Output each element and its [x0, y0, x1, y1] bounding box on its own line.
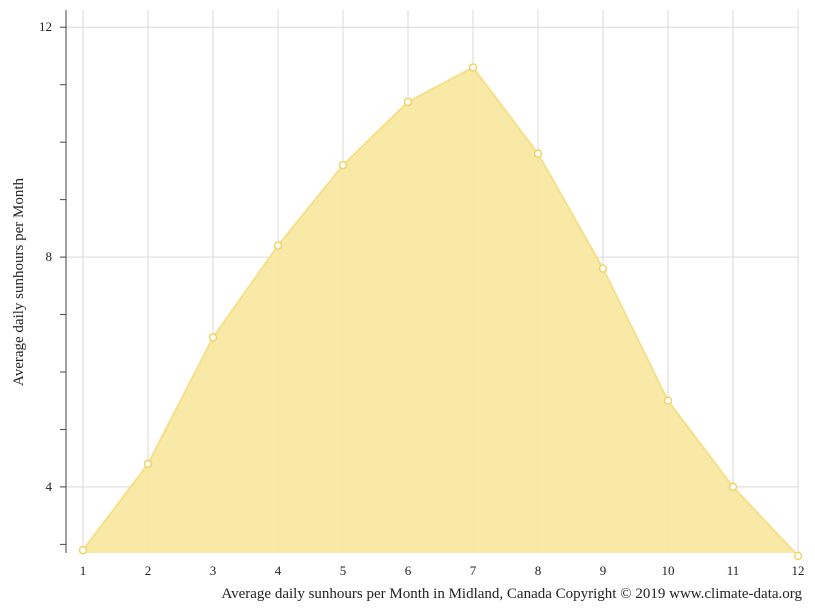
- y-tick-label: 4: [46, 479, 53, 494]
- sunhours-area: [83, 67, 798, 556]
- x-tick-label: 12: [792, 563, 805, 578]
- data-point: [533, 149, 543, 158]
- x-tick-label: 3: [210, 563, 217, 578]
- data-point: [598, 264, 608, 273]
- sunhours-line: [82, 66, 799, 557]
- data-point: [468, 63, 478, 72]
- data-point: [78, 545, 88, 555]
- x-tick-label: 1: [80, 563, 87, 578]
- x-tick-label: 2: [145, 563, 152, 578]
- data-point: [143, 459, 153, 469]
- data-point: [793, 551, 803, 561]
- data-point: [273, 241, 283, 250]
- data-point: [728, 482, 738, 492]
- y-axis-title: Average daily sunhours per Month: [11, 178, 27, 387]
- data-points: [78, 63, 803, 561]
- x-axis-labels: 1 2 3 4 5 6 7 8 9 10 11 12: [80, 563, 805, 578]
- x-tick-label: 9: [600, 563, 607, 578]
- data-point: [208, 333, 218, 342]
- x-tick-label: 4: [275, 563, 282, 578]
- x-tick-label: 7: [470, 563, 477, 578]
- y-axis-ticks: 4 8 12: [39, 19, 66, 545]
- x-tick-label: 10: [662, 563, 675, 578]
- x-tick-label: 5: [340, 563, 347, 578]
- x-tick-label: 6: [405, 563, 412, 578]
- y-tick-label: 8: [46, 249, 53, 264]
- x-tick-label: 8: [535, 563, 542, 578]
- x-tick-label: 11: [727, 563, 740, 578]
- x-axis-title: Average daily sunhours per Month in Midl…: [221, 586, 802, 602]
- data-point: [403, 97, 413, 107]
- y-tick-label: 12: [39, 19, 52, 34]
- data-point: [338, 160, 348, 170]
- data-point: [663, 396, 673, 405]
